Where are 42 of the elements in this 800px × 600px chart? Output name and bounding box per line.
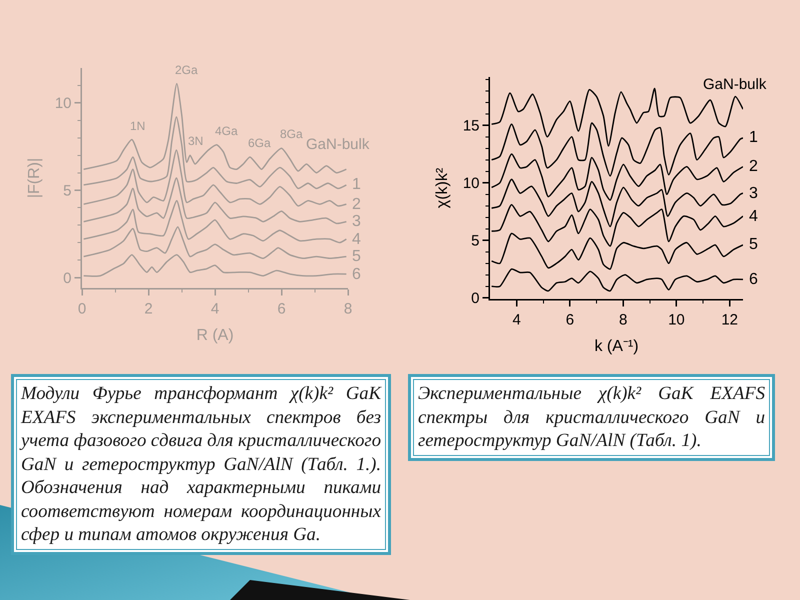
- series-label: 5: [749, 236, 758, 253]
- x-tick-label: 4: [210, 300, 220, 318]
- text: Экспериментальные χ(k)k² GaK EXAFS спектры для кристаллического GaN и гетероструктур GaN/AlN (Табл. 1).: [408, 374, 775, 460]
- annotation: 4Ga: [215, 124, 238, 138]
- x-tick-label: 6: [277, 300, 286, 318]
- series-label: 1: [749, 129, 758, 146]
- series-label: 4: [749, 208, 758, 225]
- annotation: 8Ga: [280, 127, 304, 141]
- series-label: 6: [352, 266, 361, 283]
- annotation: 6Ga: [248, 136, 272, 150]
- x-axis-title: R (A): [196, 326, 234, 344]
- x-tick-label: 2: [144, 300, 153, 318]
- x-tick-label: 8: [618, 312, 628, 328]
- series-label: GaN-bulk: [703, 76, 767, 93]
- text: Модули Фурье трансформант χ(k)k² GaK EXAFS экспериментальных спектров без учета фазового сдвига для кристаллического GaN и гетероструктур GaN/AlN (Табл. 1.). Обозначения над характерными пиками соответствуют номерам координационных сфер и типам атомов окружения Ga.: [11, 374, 391, 554]
- series-label: 5: [352, 248, 361, 265]
- y-tick-label: 5: [471, 232, 480, 250]
- series-label: 2: [352, 196, 361, 213]
- x-tick-label: 8: [344, 300, 352, 318]
- y-tick-label: 10: [462, 175, 480, 192]
- y-tick-label: 10: [54, 95, 72, 112]
- x-tick-label: 0: [78, 300, 86, 318]
- y-axis-title: χ(k)k²: [434, 167, 451, 208]
- series-label: 2: [749, 158, 758, 175]
- series-label: 3: [749, 185, 758, 202]
- series-label: 3: [352, 213, 361, 230]
- x-tick-label: 4: [512, 312, 521, 328]
- y-tick-label: 0: [63, 270, 72, 287]
- annotation: 3N: [188, 134, 204, 148]
- x-axis-title: k (A⁻¹): [594, 338, 639, 355]
- series-label: 4: [352, 231, 361, 248]
- series-label: 1: [352, 176, 361, 193]
- series-label: GaN-bulk: [306, 136, 370, 153]
- x-tick-label: 10: [668, 312, 685, 328]
- annotation: 1N: [130, 119, 146, 133]
- series-label: 6: [749, 271, 758, 288]
- x-tick-label: 12: [721, 312, 738, 328]
- y-axis-title: |F(R)|: [26, 158, 43, 198]
- annotation: 2Ga: [175, 63, 198, 77]
- x-tick-label: 6: [566, 312, 574, 328]
- y-tick-label: 5: [63, 182, 72, 200]
- y-tick-label: 15: [462, 118, 480, 135]
